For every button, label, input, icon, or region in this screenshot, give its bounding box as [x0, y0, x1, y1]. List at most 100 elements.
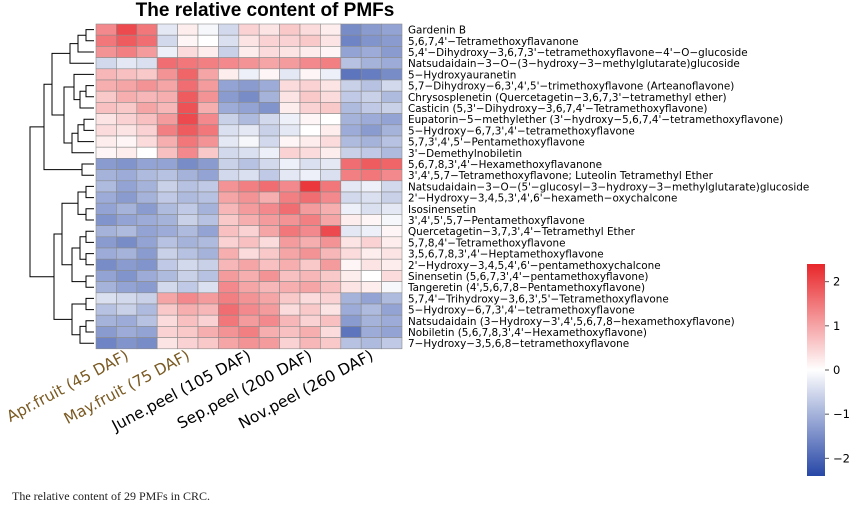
heatmap-cell-r8-c14 — [360, 102, 382, 114]
heatmap-cell-r2-c9 — [258, 34, 280, 47]
heatmap-cell-r15-c5 — [177, 180, 199, 193]
heatmap-cell-r1-c5 — [177, 23, 199, 36]
heatmap-cell-r19-c8 — [238, 225, 260, 238]
row-label: 3,5,6,7,8,3',4'−Heptamethoxyflavone — [408, 249, 604, 261]
heatmap-cell-r1-c4 — [156, 23, 178, 36]
heatmap-cell-r7-c10 — [279, 90, 301, 103]
heatmap-cell-r20-c10 — [279, 236, 301, 249]
heatmap-cell-r10-c12 — [320, 124, 342, 137]
heatmap-cell-r10-c1 — [95, 124, 117, 137]
heatmap-cell-r5-c10 — [279, 68, 301, 81]
heatmap-cell-r7-c7 — [218, 90, 240, 103]
heatmap-cell-r18-c9 — [258, 214, 280, 226]
heatmap-cell-r25-c5 — [177, 292, 199, 305]
heatmap-cell-r28-c11 — [299, 326, 321, 338]
heatmap-cell-r18-c15 — [381, 214, 403, 226]
heatmap-cell-r7-c11 — [299, 90, 321, 103]
heatmap-cell-r9-c13 — [340, 113, 362, 126]
heatmap-cell-r20-c3 — [136, 236, 158, 249]
heatmap-cell-r10-c11 — [299, 124, 321, 137]
heatmap-cell-r20-c11 — [299, 236, 321, 249]
row-label: Casticin (5,3'−Dihydroxy−3,6,7,4'−Tetram… — [408, 103, 708, 115]
heatmap-cell-r23-c8 — [238, 270, 260, 282]
heatmap-cell-r23-c10 — [279, 270, 301, 282]
heatmap-cell-r6-c14 — [360, 79, 382, 92]
row-label: Natsudaidain (3−Hydroxy−3',4',5,6,7,8−he… — [408, 316, 735, 328]
dendrogram-branch — [73, 73, 94, 101]
heatmap-cell-r19-c11 — [299, 225, 321, 238]
heatmap-cell-r15-c14 — [360, 180, 382, 193]
heatmap-cell-r5-c15 — [381, 68, 403, 81]
heatmap-cell-r1-c2 — [116, 23, 138, 36]
heatmap-cell-r3-c4 — [156, 46, 178, 58]
heatmap-cell-r17-c12 — [320, 202, 342, 215]
row-label: Natsudaidain−3−O−(3−hydroxy−3−methylglut… — [408, 58, 740, 70]
row-label: Chrysosplenetin (Quercetagetin−3,6,7,3'−… — [408, 92, 727, 104]
heatmap-cell-r25-c13 — [340, 292, 362, 305]
heatmap-cell-r25-c3 — [136, 292, 158, 305]
heatmap-cell-r16-c10 — [279, 191, 301, 204]
heatmap-cell-r5-c7 — [218, 68, 240, 81]
colorbar-tick-label: −1 — [833, 407, 850, 421]
heatmap-cell-r12-c5 — [177, 146, 199, 159]
heatmap-cell-r21-c14 — [360, 247, 382, 260]
row-label: Natsudaidain−3−O−(5'−glucosyl−3−hydroxy−… — [408, 181, 809, 193]
heatmap-cell-r7-c12 — [320, 90, 342, 103]
heatmap-cell-r12-c14 — [360, 146, 382, 159]
heatmap-cell-r22-c6 — [197, 258, 219, 271]
heatmap-cell-r14-c11 — [299, 169, 321, 182]
heatmap-cell-r26-c7 — [218, 303, 240, 316]
heatmap-cell-r24-c12 — [320, 281, 342, 294]
heatmap-cell-r10-c8 — [238, 124, 260, 137]
heatmap-cell-r16-c13 — [340, 191, 362, 204]
heatmap-cell-r2-c14 — [360, 34, 382, 47]
colorbar-scale — [807, 264, 825, 476]
heatmap-cell-r16-c2 — [116, 191, 138, 204]
heatmap-cell-r14-c8 — [238, 169, 260, 182]
heatmap-cell-r21-c5 — [177, 247, 199, 260]
heatmap-cell-r26-c11 — [299, 303, 321, 316]
heatmap-cell-r29-c7 — [218, 337, 240, 350]
heatmap-cell-r6-c5 — [177, 79, 199, 92]
heatmap-cell-r7-c15 — [381, 90, 403, 103]
heatmap-cell-r6-c7 — [218, 79, 240, 92]
heatmap-cell-r4-c13 — [340, 57, 362, 70]
heatmap-cell-r8-c2 — [116, 102, 138, 114]
dendrogram-branch — [77, 191, 86, 215]
heatmap-cell-r18-c4 — [156, 214, 178, 226]
heatmap-cell-r3-c9 — [258, 46, 280, 58]
heatmap-cell-r23-c7 — [218, 270, 240, 282]
heatmap-cell-r19-c13 — [340, 225, 362, 238]
heatmap-cell-r22-c10 — [279, 258, 301, 271]
heatmap-cell-r29-c9 — [258, 337, 280, 350]
heatmap-cell-r11-c13 — [340, 135, 362, 148]
heatmap-cell-r8-c15 — [381, 102, 403, 114]
dendrogram-branch — [85, 320, 94, 333]
heatmap-cell-r24-c2 — [116, 281, 138, 294]
heatmap-cell-r2-c12 — [320, 34, 342, 47]
heatmap-cell-r9-c14 — [360, 113, 382, 126]
heatmap-cell-r29-c15 — [381, 337, 403, 350]
heatmap-cell-r20-c1 — [95, 236, 117, 249]
heatmap-cell-r9-c1 — [95, 113, 117, 126]
heatmap-cell-r14-c3 — [136, 169, 158, 182]
heatmap-cell-r21-c13 — [340, 247, 362, 260]
heatmap-cell-r23-c12 — [320, 270, 342, 282]
heatmap-cell-r1-c9 — [258, 23, 280, 36]
heatmap-cell-r14-c15 — [381, 169, 403, 182]
heatmap-cell-r26-c5 — [177, 303, 199, 316]
heatmap-cell-r16-c5 — [177, 191, 199, 204]
heatmap-cell-r18-c13 — [340, 214, 362, 226]
heatmap-cell-r3-c14 — [360, 46, 382, 58]
heatmap-cell-r20-c15 — [381, 236, 403, 249]
heatmap-cell-r19-c5 — [177, 225, 199, 238]
heatmap-cell-r18-c12 — [320, 214, 342, 226]
heatmap-cell-r27-c7 — [218, 314, 240, 327]
heatmap-cell-r19-c1 — [95, 225, 117, 238]
heatmap-cell-r1-c11 — [299, 23, 321, 36]
heatmap-cell-r10-c13 — [340, 124, 362, 137]
heatmap-cell-r14-c1 — [95, 169, 117, 182]
row-label: 5−Hydroxy−6,7,3',4'−tetramethoxyflavone — [408, 125, 635, 137]
heatmap-cell-r4-c7 — [218, 57, 240, 70]
heatmap-cell-r23-c2 — [116, 270, 138, 282]
